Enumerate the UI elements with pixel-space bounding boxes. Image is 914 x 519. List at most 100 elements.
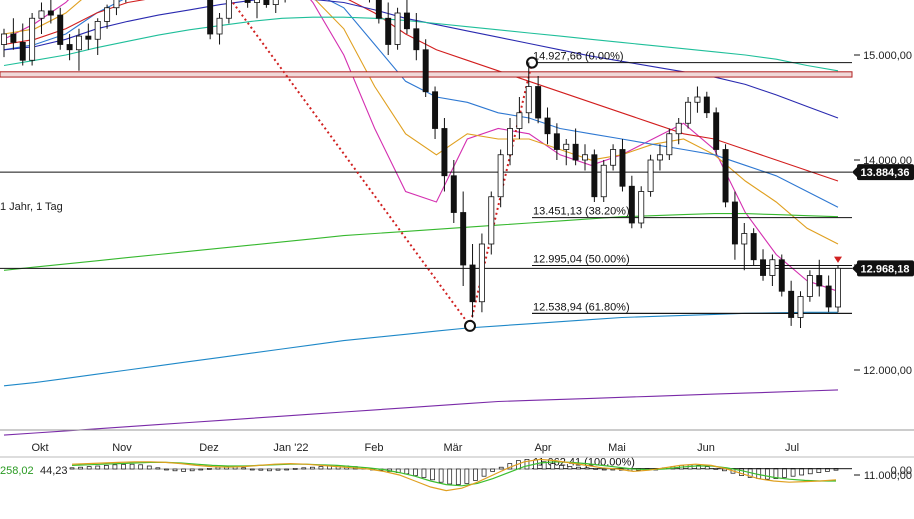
swing-connector [229,0,533,329]
oscillator-label-left: 258,02 [0,465,34,477]
candle-body-7 [66,44,73,51]
candle-body-75 [703,96,710,114]
oscillator-bar-61 [593,468,598,470]
candle-body-59 [553,133,560,150]
candle-body-44 [413,28,420,51]
candle-body-85 [797,296,804,318]
candle-body-11 [104,7,111,22]
oscillator-bar-75 [713,468,719,470]
oscillator-bar-82 [773,468,779,479]
moving-average-line-8 [3,389,839,436]
time-axis-label-8: Jun [697,442,715,454]
candle-body-63 [591,154,598,198]
oscillator-macd-line [71,458,837,492]
candle-body-64 [600,164,607,198]
candle-body-65 [610,149,617,166]
oscillator-bar-27 [301,467,307,470]
oscillator-bar-29 [318,466,324,470]
oscillator-bar-23 [267,468,272,472]
price-badge-1 [857,164,914,181]
oscillator-bar-24 [275,468,281,471]
oscillator-bar-43 [438,468,444,483]
candle-body-0 [1,33,7,45]
oscillator-bar-62 [601,468,607,471]
oscillator-bar-58 [567,466,573,470]
oscillator-bar-47 [473,468,478,481]
price-badge-label-2: 12.968,18 [861,263,910,275]
oscillator-bar-45 [455,468,461,485]
oscillator-bar-74 [704,466,710,470]
candlesticks [1,0,842,328]
oscillator-bar-26 [292,468,298,470]
moving-average-line-4 [3,0,839,119]
oscillator-bar-12 [172,468,178,472]
oscillator-bar-60 [584,467,590,470]
oscillator-bar-85 [799,468,805,476]
time-axis-label-9: Jul [785,442,799,454]
candle-body-42 [394,12,401,45]
price-tick-label-1: 12.000,00 [863,365,912,377]
candle-body-12 [113,0,120,9]
fib-level-label-0: 13.451,13 (38.20%) [533,206,630,218]
candle-body-77 [722,149,729,203]
price-badge-2 [857,260,914,277]
candle-body-29 [272,0,279,5]
oscillator-bar-4 [103,465,109,470]
oscillator-bar-16 [206,468,212,470]
candle-body-54 [507,128,513,156]
candle-body-86 [806,275,813,297]
time-axis-label-6: Apr [534,442,551,454]
fib-level-label-1: 12.995,04 (50.00%) [533,254,630,266]
swing-point-1 [464,319,476,332]
candle-body-48 [450,175,457,213]
oscillator-bar-8 [138,464,144,470]
time-axis-label-3: Jan '22 [273,442,308,454]
oscillator-bar-20 [241,467,247,470]
candle-body-55 [516,112,523,129]
oscillator-bar-11 [164,468,169,471]
oscillator-bar-22 [258,468,264,471]
oscillator-bar-59 [576,466,581,470]
moving-average-line-5 [3,16,839,72]
oscillator-bar-55 [541,461,547,470]
oscillator-bar-42 [430,468,435,481]
oscillator-bar-3 [95,465,101,470]
oscillator-bar-44 [447,468,453,485]
oscillator-bar-84 [790,468,796,477]
candle-body-71 [666,133,673,156]
price-badge-pointer-2 [852,262,858,275]
oscillator-bar-88 [825,468,830,472]
moving-averages [3,0,839,436]
moving-average-line-0 [3,0,839,292]
oscillator-bar-86 [807,468,813,475]
time-axis-label-1: Nov [112,442,132,454]
candle-body-60 [563,143,570,150]
candle-body-56 [525,86,532,114]
oscillator-panel: 258,02 44,23 0,00 [0,456,914,492]
candle-body-53 [497,154,504,198]
candle-body-52 [488,196,495,245]
moving-average-line-6 [3,213,839,271]
oscillator-bar-0 [69,467,75,470]
candle-body-57 [535,86,542,119]
candle-body-68 [638,191,645,224]
oscillator-bar-15 [198,468,204,471]
candle-body-76 [713,112,720,150]
oscillator-bar-7 [129,463,135,470]
fib-level-label-3: 11.062,41 (100.00%) [533,456,635,468]
candle-body-66 [619,149,626,187]
candle-body-43 [403,12,410,30]
candle-body-82 [769,259,776,276]
swing-point-2 [526,56,538,69]
price-tick-label-3: 14.000,00 [863,155,912,167]
candle-body-79 [741,233,748,245]
moving-average-line-7 [3,311,838,387]
candle-body-22 [207,0,214,35]
oscillator-signal-line [71,461,836,487]
fibonacci-retracement: 14.927,66 (0.00%) 13.451,13 (38.20%) 12.99… [229,0,852,469]
candle-body-83 [778,259,785,292]
oscillator-bar-10 [155,467,161,470]
time-axis-label-0: Okt [31,442,48,454]
candle-body-3 [29,17,36,61]
moving-average-line-3 [3,0,839,182]
